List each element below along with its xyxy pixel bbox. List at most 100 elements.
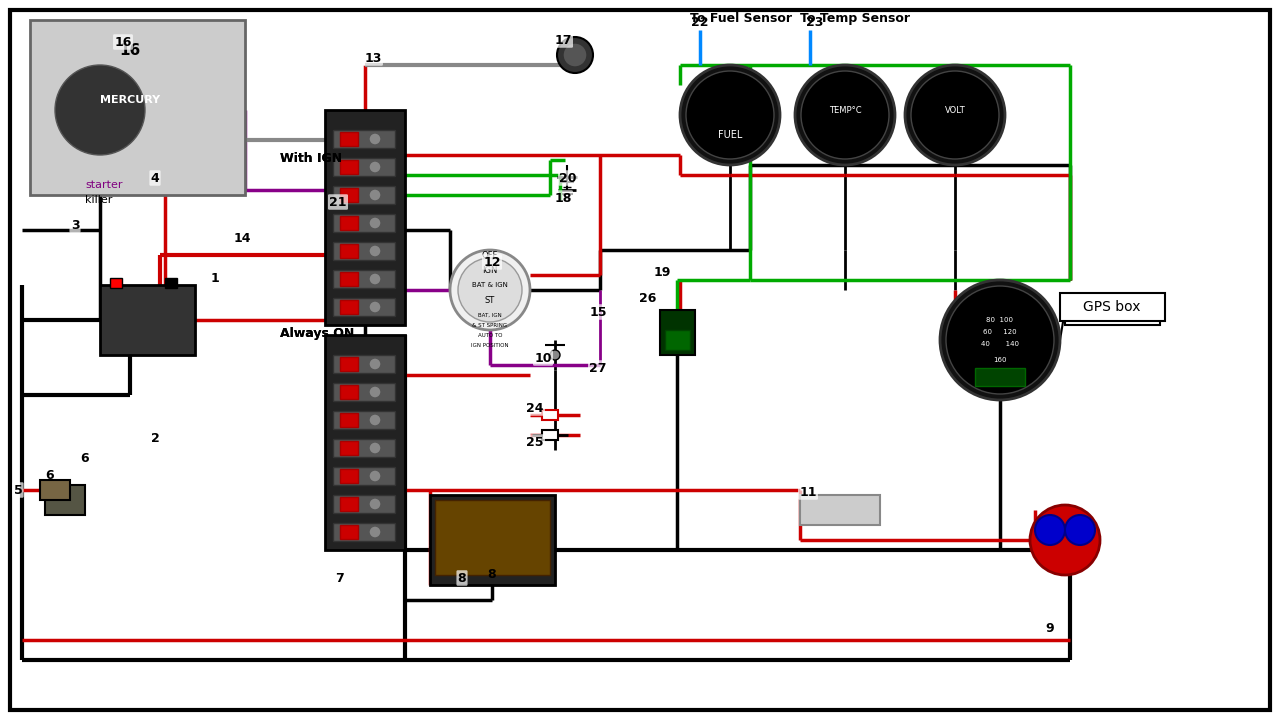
FancyBboxPatch shape xyxy=(1065,295,1160,325)
FancyBboxPatch shape xyxy=(541,410,558,420)
FancyBboxPatch shape xyxy=(333,495,396,513)
Circle shape xyxy=(550,350,559,360)
Text: GPS box: GPS box xyxy=(1087,304,1138,317)
FancyBboxPatch shape xyxy=(340,188,358,202)
FancyBboxPatch shape xyxy=(340,413,358,427)
Circle shape xyxy=(563,43,588,67)
Circle shape xyxy=(451,250,530,330)
Circle shape xyxy=(369,273,381,285)
Text: 25: 25 xyxy=(526,436,544,449)
Circle shape xyxy=(369,301,381,313)
FancyBboxPatch shape xyxy=(333,523,396,541)
FancyBboxPatch shape xyxy=(340,525,358,539)
Circle shape xyxy=(557,37,593,73)
Text: To Fuel Sensor: To Fuel Sensor xyxy=(690,12,792,24)
FancyBboxPatch shape xyxy=(165,278,177,288)
FancyBboxPatch shape xyxy=(975,368,1025,386)
FancyBboxPatch shape xyxy=(333,242,396,260)
FancyBboxPatch shape xyxy=(340,357,358,371)
Text: 160: 160 xyxy=(993,357,1007,363)
FancyBboxPatch shape xyxy=(333,411,396,429)
Text: 4: 4 xyxy=(151,171,160,184)
Text: VOLT: VOLT xyxy=(945,106,965,114)
Circle shape xyxy=(369,470,381,482)
Text: Always ON: Always ON xyxy=(280,326,355,340)
FancyBboxPatch shape xyxy=(340,272,358,286)
FancyBboxPatch shape xyxy=(340,497,358,511)
Text: 20: 20 xyxy=(559,171,577,184)
FancyBboxPatch shape xyxy=(541,430,558,440)
FancyBboxPatch shape xyxy=(340,244,358,258)
FancyBboxPatch shape xyxy=(45,485,84,515)
Text: 60     120: 60 120 xyxy=(983,329,1016,335)
Text: 40       140: 40 140 xyxy=(980,341,1019,347)
Text: With IGN: With IGN xyxy=(280,151,342,164)
FancyBboxPatch shape xyxy=(333,355,396,373)
Text: OFF: OFF xyxy=(481,251,498,259)
Text: IGN: IGN xyxy=(483,266,498,274)
Text: 24: 24 xyxy=(526,402,544,415)
Text: 6: 6 xyxy=(81,451,90,464)
Text: 23: 23 xyxy=(806,16,824,29)
Text: 3: 3 xyxy=(70,218,79,232)
Text: IGN POSITION: IGN POSITION xyxy=(471,343,509,348)
Text: BAT, IGN: BAT, IGN xyxy=(479,312,502,318)
Text: 2: 2 xyxy=(151,431,160,444)
Text: 5: 5 xyxy=(14,484,22,497)
Circle shape xyxy=(1036,515,1065,545)
Circle shape xyxy=(369,498,381,510)
Text: 19: 19 xyxy=(653,266,671,279)
FancyBboxPatch shape xyxy=(110,278,122,288)
Text: FUEL: FUEL xyxy=(718,130,742,140)
Text: 21: 21 xyxy=(329,196,347,209)
Text: BAT & IGN: BAT & IGN xyxy=(472,282,508,288)
FancyBboxPatch shape xyxy=(10,10,1270,710)
FancyBboxPatch shape xyxy=(1060,293,1165,321)
FancyBboxPatch shape xyxy=(333,383,396,401)
FancyBboxPatch shape xyxy=(333,467,396,485)
FancyBboxPatch shape xyxy=(333,158,396,176)
Text: 12: 12 xyxy=(484,256,500,269)
Circle shape xyxy=(911,71,998,159)
Circle shape xyxy=(458,258,522,322)
Circle shape xyxy=(369,358,381,370)
FancyBboxPatch shape xyxy=(333,439,396,457)
FancyBboxPatch shape xyxy=(660,310,695,355)
Text: ST: ST xyxy=(485,295,495,305)
Circle shape xyxy=(1065,515,1094,545)
Circle shape xyxy=(369,386,381,398)
Text: 6: 6 xyxy=(46,469,54,482)
Text: starter: starter xyxy=(84,180,123,190)
Text: 18: 18 xyxy=(554,192,572,204)
Circle shape xyxy=(369,133,381,145)
FancyBboxPatch shape xyxy=(333,270,396,288)
Circle shape xyxy=(946,286,1053,394)
Text: 9: 9 xyxy=(1046,621,1055,634)
Circle shape xyxy=(795,65,895,165)
Text: TEMP°C: TEMP°C xyxy=(828,106,861,114)
Circle shape xyxy=(369,217,381,229)
Text: To Temp Sensor: To Temp Sensor xyxy=(800,12,910,24)
FancyBboxPatch shape xyxy=(29,20,244,195)
Text: 22: 22 xyxy=(691,16,709,29)
Text: 8: 8 xyxy=(458,572,466,585)
FancyBboxPatch shape xyxy=(325,335,404,550)
FancyBboxPatch shape xyxy=(340,216,358,230)
Circle shape xyxy=(680,65,780,165)
Circle shape xyxy=(801,71,890,159)
Text: MERCURY: MERCURY xyxy=(100,95,160,105)
Circle shape xyxy=(369,189,381,201)
Circle shape xyxy=(369,161,381,173)
FancyBboxPatch shape xyxy=(333,214,396,232)
Text: 27: 27 xyxy=(589,361,607,374)
FancyBboxPatch shape xyxy=(340,160,358,174)
FancyBboxPatch shape xyxy=(340,385,358,399)
Text: 10: 10 xyxy=(534,351,552,364)
Text: 15: 15 xyxy=(589,305,607,318)
Circle shape xyxy=(905,65,1005,165)
FancyBboxPatch shape xyxy=(325,110,404,325)
Text: Always ON: Always ON xyxy=(280,326,355,340)
FancyBboxPatch shape xyxy=(340,300,358,314)
Text: & ST SPRING: & ST SPRING xyxy=(472,323,508,328)
Circle shape xyxy=(686,71,774,159)
